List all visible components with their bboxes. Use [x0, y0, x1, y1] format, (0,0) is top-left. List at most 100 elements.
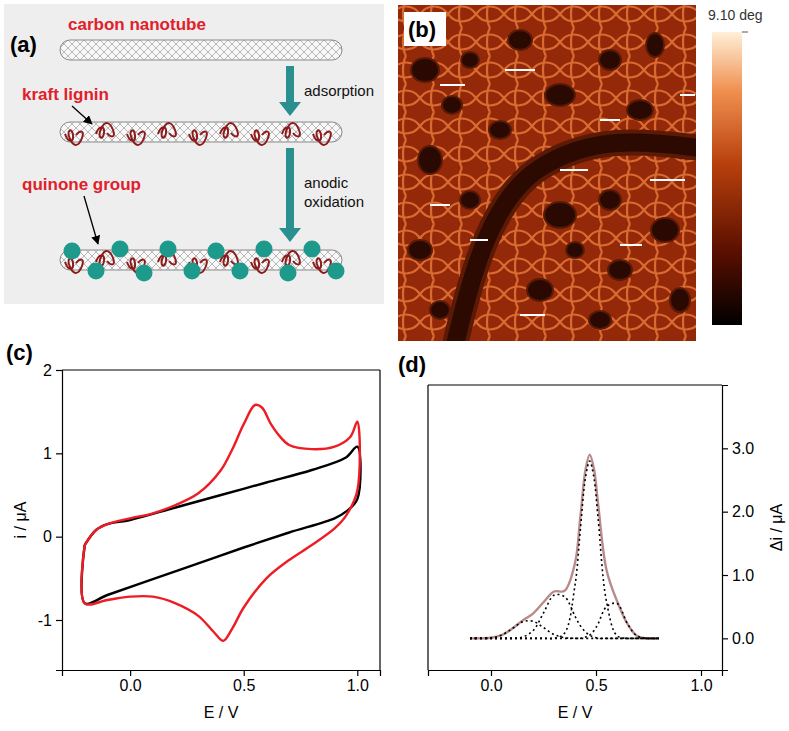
plot-area	[470, 455, 659, 639]
data-line	[470, 621, 659, 639]
afm-particle	[442, 96, 462, 114]
afm-particle	[408, 240, 432, 260]
scan-streak	[600, 119, 620, 121]
figure: carbon nanotubekraft ligninquinone group…	[0, 0, 789, 731]
afm-nanotube	[455, 142, 696, 341]
afm-particle	[418, 146, 442, 174]
frame-line	[379, 370, 380, 670]
tick: 2	[43, 362, 62, 379]
panel-label: (a)	[10, 32, 37, 57]
tick-label: 1	[43, 445, 52, 462]
step-label-line: adsorption	[304, 82, 374, 99]
tick-mark	[56, 620, 62, 621]
frame-line	[428, 384, 722, 385]
tick-mark	[722, 448, 728, 449]
lignin-chain	[96, 123, 114, 138]
quinone-group	[160, 241, 177, 258]
tick-label: 2	[43, 362, 52, 379]
afm-particle	[651, 218, 679, 242]
axis-title: Δi / μA	[768, 503, 785, 551]
afm-particle	[608, 260, 632, 280]
tick-mark	[56, 370, 62, 371]
afm-particle	[589, 311, 611, 329]
tick: -1	[38, 612, 62, 629]
tick-label: 2.0	[732, 503, 754, 520]
afm-nanotube-edge	[455, 142, 696, 341]
tick-label: 0.0	[120, 677, 142, 694]
scan-streak	[430, 204, 450, 206]
chart: 0.00.51.0-1012E / Vi / μA(c)	[6, 340, 381, 721]
tick-label: 0.0	[480, 677, 502, 694]
tick-label: 0.5	[585, 677, 607, 694]
axis-y2ticks: 0.0 1.0 2.0 3.0	[722, 386, 754, 671]
tick-label: 3.0	[732, 440, 754, 457]
quinone-group	[64, 243, 81, 260]
afm-particle	[670, 288, 690, 312]
afm-particle	[430, 301, 450, 319]
colorbar-tick	[742, 32, 748, 33]
scan-streak	[520, 314, 545, 316]
afm-particle	[646, 33, 664, 57]
process-arrow	[279, 148, 301, 242]
colorbar	[712, 32, 742, 325]
data-line	[470, 594, 659, 638]
tick-label: 0.0	[732, 630, 754, 647]
frame-line	[62, 369, 380, 370]
quinone-group	[280, 265, 297, 282]
pointer-arrow	[84, 196, 98, 244]
panel-label: (c)	[6, 340, 33, 365]
lignin-chain	[251, 258, 269, 273]
lignin-chain	[189, 130, 207, 145]
chart: 0.00.51.00.01.02.03.0E / VΔi / μA(d)	[398, 352, 785, 721]
tick-mark	[244, 670, 245, 676]
scan-streak	[650, 179, 685, 181]
tick: 2.0	[722, 503, 754, 520]
scan-streak	[680, 94, 695, 96]
quinone-group	[256, 241, 273, 258]
data-line	[470, 603, 659, 638]
tick-label: 1.0	[732, 567, 754, 584]
panel-b: (b)9.10 deg	[398, 5, 763, 345]
tick-mark	[357, 670, 358, 676]
quinone-group	[232, 263, 249, 280]
lignin-chain	[251, 130, 269, 145]
panel-background	[4, 4, 384, 304]
plot-frame	[428, 385, 722, 670]
tick-mark	[491, 670, 492, 676]
scan-streak	[440, 84, 465, 86]
axis-xticks: 0.0 0.5 1.0	[63, 670, 381, 694]
quinone-group	[304, 241, 321, 258]
frame-line	[427, 385, 428, 670]
scan-streak	[505, 69, 535, 71]
afm-particle	[599, 50, 621, 70]
lignin-chain	[127, 130, 145, 145]
plot-frame	[62, 370, 380, 670]
plot-area	[81, 405, 360, 641]
tick: 0	[43, 528, 62, 545]
panel-label: (d)	[398, 352, 426, 377]
afm-particle	[508, 30, 532, 50]
tick: 0.5	[585, 670, 607, 694]
data-line	[470, 455, 659, 639]
afm-particle	[545, 84, 575, 106]
nanotube	[60, 122, 342, 142]
afm-particle	[411, 58, 439, 82]
tick: 1.0	[347, 670, 369, 694]
axis-yticks: -1 0 1 2	[38, 362, 63, 671]
tick-mark	[130, 670, 131, 676]
tick: 1.0	[690, 670, 712, 694]
stage-label: carbon nanotube	[68, 15, 206, 34]
lignin-chain	[220, 123, 238, 138]
label-background	[404, 12, 446, 46]
afm-particle	[599, 190, 621, 210]
tick-label: 0	[43, 528, 52, 545]
tick: 0.5	[233, 670, 255, 694]
tick-mark	[56, 453, 62, 454]
stage-label: quinone group	[22, 175, 141, 194]
tick-label: -1	[38, 612, 52, 629]
quinone-group	[112, 241, 129, 258]
tick: 1.0	[722, 567, 754, 584]
process-arrow	[279, 66, 301, 116]
lignin-chain	[158, 123, 176, 138]
scan-streak	[470, 239, 488, 241]
